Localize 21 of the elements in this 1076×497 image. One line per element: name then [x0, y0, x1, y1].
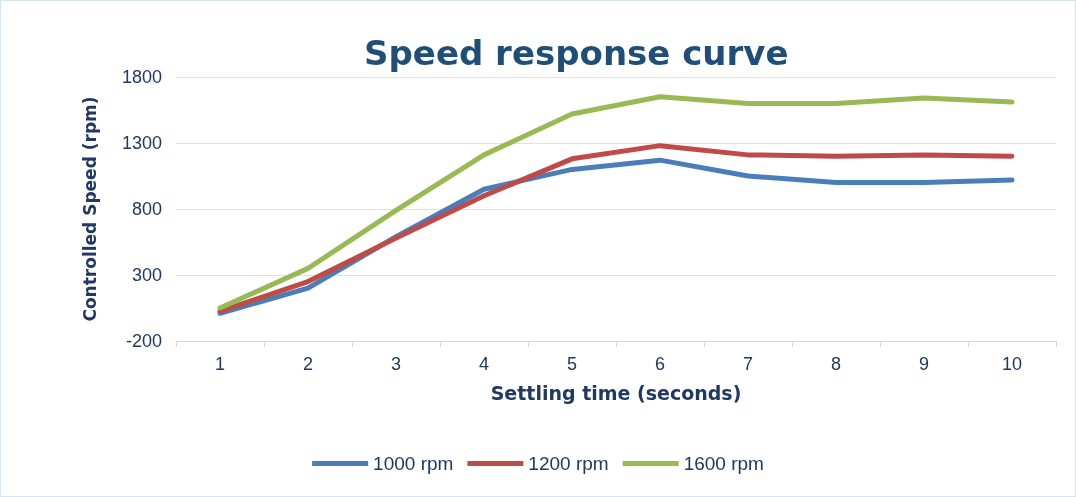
chart-title: Speed response curve [364, 33, 789, 73]
x-tick-label: 7 [742, 354, 754, 374]
x-tick-label: 2 [302, 354, 314, 374]
y-tick-label: -200 [125, 331, 162, 351]
legend-label: 1000 rpm [373, 453, 454, 474]
y-tick-label: 300 [131, 265, 162, 285]
y-tick-label: 1800 [121, 67, 162, 87]
x-tick-label: 6 [654, 354, 666, 374]
legend-label: 1600 rpm [683, 453, 764, 474]
legend-label: 1200 rpm [528, 453, 609, 474]
y-tick-label: 800 [131, 199, 162, 219]
y-tick-label: 1300 [121, 133, 162, 153]
x-tick-label: 3 [390, 354, 402, 374]
x-axis-title: Settling time (seconds) [490, 381, 742, 404]
x-tick-label: 1 [214, 354, 226, 374]
y-axis-title: Controlled Speed (rpm) [79, 96, 100, 322]
x-tick-label: 8 [830, 354, 842, 374]
x-tick-label: 4 [478, 354, 490, 374]
x-tick-label: 9 [918, 354, 930, 374]
x-tick-label: 10 [1001, 354, 1023, 374]
x-tick-label: 5 [566, 354, 578, 374]
